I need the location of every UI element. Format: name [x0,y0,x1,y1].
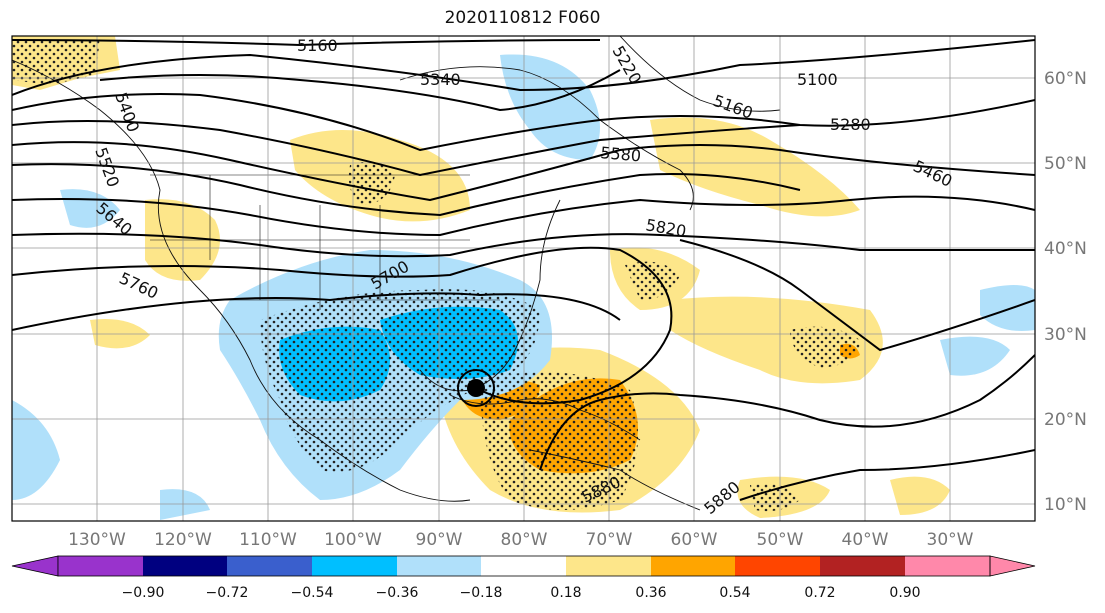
x-tick-label: 110°W [239,530,297,550]
colorbar-labels: −0.90 −0.72 −0.54 −0.36 −0.18 0.18 0.36 … [122,585,921,601]
colorbar-label: 0.36 [635,585,666,601]
y-tick-label: 30°N [1044,325,1087,345]
colorbar-label: 0.18 [550,585,581,601]
colorbar-label: −0.90 [122,585,165,601]
x-tick-label: 40°W [842,530,889,550]
colorbar-bin [58,556,143,576]
colorbar-bin [820,556,905,576]
y-tick-label: 10°N [1044,495,1087,515]
x-tick-label: 30°W [927,530,974,550]
map-title: 2020110812 F060 [444,8,601,28]
x-tick-label: 60°W [671,530,718,550]
map-frame [11,35,1036,522]
colorbar-bins [58,556,990,576]
colorbar-bin [227,556,312,576]
y-tick-label: 20°N [1044,410,1087,430]
y-tick-labels: 60°N 50°N 40°N 30°N 20°N 10°N [1044,69,1087,515]
x-tick-label: 120°W [154,530,212,550]
y-tick-label: 60°N [1044,69,1087,89]
colorbar-bin [481,556,566,576]
height-contours [12,39,1035,501]
colorbar-label: 0.54 [719,585,750,601]
map-content: 5160 5220 5100 5340 5160 5280 5400 5520 … [12,36,1035,521]
colorbar-label: −0.18 [460,585,503,601]
colorbar-bin [735,556,820,576]
colorbar-extend-min [11,555,59,577]
hurricane-center-marker [457,369,495,407]
colorbar-extend-max [989,555,1036,577]
colorbar-bin [651,556,735,576]
significance-stippling [12,40,860,512]
colorbar-bin [143,556,227,576]
x-tick-labels: 130°W 120°W 110°W 100°W 90°W 80°W 70°W 6… [68,530,974,550]
x-tick-label: 90°W [416,530,463,550]
contour-label: 5160 [297,36,338,55]
colorbar-label: −0.72 [206,585,249,601]
x-tick-label: 50°W [757,530,804,550]
contour-label: 5100 [797,70,838,89]
colorbar-label: −0.54 [291,585,334,601]
x-tick-label: 70°W [586,530,633,550]
contour-label: 5340 [420,70,461,89]
colorbar-bin [905,556,990,576]
x-tick-label: 80°W [501,530,548,550]
colorbar-bin [312,556,397,576]
x-tick-label: 130°W [68,530,126,550]
colorbar: −0.90 −0.72 −0.54 −0.36 −0.18 0.18 0.36 … [11,555,1036,601]
contour-label: 5280 [830,115,871,134]
contour-label: 5580 [600,143,642,165]
x-tick-label: 100°W [324,530,382,550]
colorbar-bin [397,556,481,576]
colorbar-bin [566,556,651,576]
colorbar-label: 0.90 [889,585,920,601]
colorbar-label: −0.36 [376,585,419,601]
y-tick-label: 40°N [1044,239,1087,259]
colorbar-label: 0.72 [804,585,835,601]
colorbar-outline [57,555,991,577]
y-tick-label: 50°N [1044,154,1087,174]
gridlines [12,36,1035,521]
